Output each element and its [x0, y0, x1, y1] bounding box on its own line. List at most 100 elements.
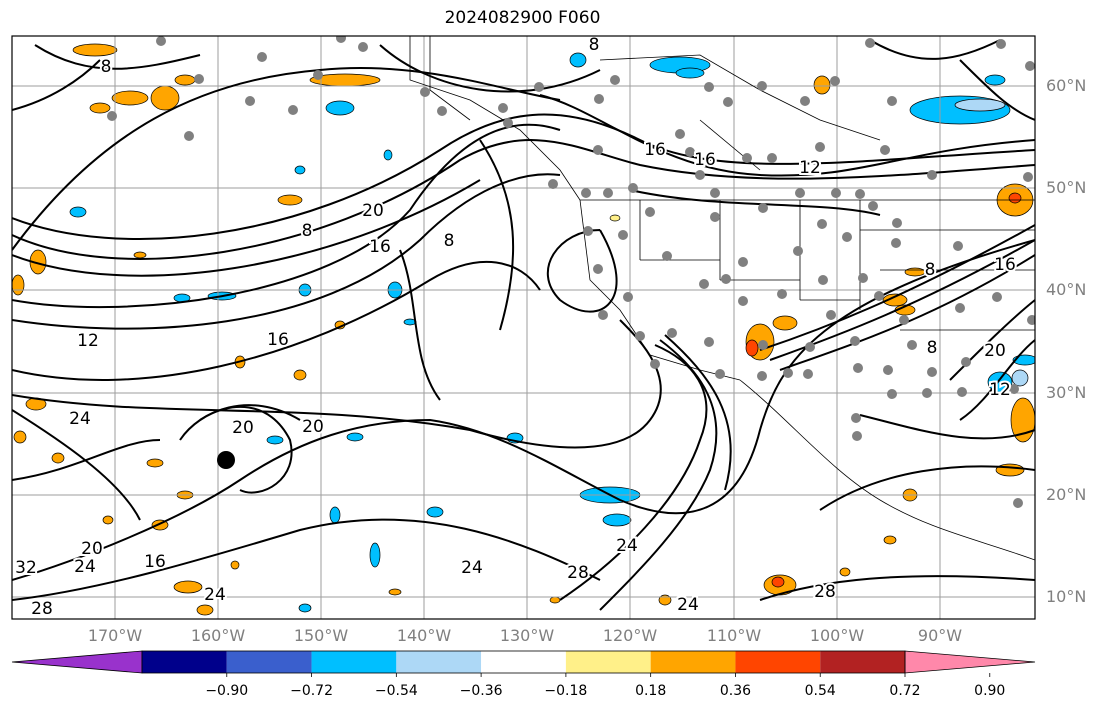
station-dot: [420, 87, 430, 97]
station-dot: [831, 188, 841, 198]
contour-label: 8: [444, 231, 455, 251]
contour-label: 12: [77, 331, 99, 351]
colorbar-low-extension: [11, 650, 143, 674]
station-dot: [826, 310, 836, 320]
colorbar-segment: [311, 651, 397, 673]
station-dot: [927, 170, 937, 180]
station-dot: [194, 74, 204, 84]
station-dot: [887, 389, 897, 399]
colorbar-tick-label: 0.36: [719, 683, 752, 699]
lat-label: 20°N: [1046, 485, 1087, 504]
contour-label: 32: [15, 558, 37, 578]
contour-line: [179, 404, 301, 441]
station-dot: [850, 336, 860, 346]
station-dot: [891, 238, 901, 248]
station-dot: [662, 251, 672, 261]
map-frame: [11, 35, 1036, 620]
contour-line: [546, 229, 618, 313]
contour-label: 20: [362, 201, 384, 221]
contour-line: [12, 179, 481, 277]
contour-line: [959, 59, 1035, 121]
shaded-patch: [745, 339, 759, 357]
station-dot: [922, 388, 932, 398]
shaded-patch: [293, 369, 307, 381]
lon-label: 140°W: [396, 626, 452, 645]
shaded-patch: [1011, 369, 1029, 387]
contour-label: 20: [302, 417, 324, 437]
graticule: [12, 36, 1035, 619]
shaded-patch: [72, 43, 118, 57]
colorbar: [11, 650, 1036, 677]
station-dot: [593, 264, 603, 274]
shaded-patch: [549, 596, 561, 604]
contour-label: 12: [989, 380, 1011, 400]
station-dot: [715, 369, 725, 379]
border-line: [639, 200, 861, 310]
station-dot: [699, 279, 709, 289]
station-dot: [257, 52, 267, 62]
contour-line: [869, 39, 1001, 60]
colorbar-segment: [650, 651, 736, 673]
shaded-patch: [1008, 192, 1022, 204]
contour-label: 8: [925, 260, 936, 280]
contour-line: [12, 173, 561, 330]
station-dot: [594, 94, 604, 104]
station-dot: [742, 153, 752, 163]
shaded-patch: [329, 506, 341, 524]
colorbar-tick-label: −0.36: [459, 683, 503, 699]
contour-label: 16: [369, 237, 391, 257]
contour-line: [539, 94, 1035, 177]
station-dot: [635, 331, 645, 341]
contour-label: 28: [31, 599, 53, 619]
shaded-patch: [89, 102, 111, 114]
station-dot: [503, 118, 513, 128]
shaded-patch: [984, 74, 1006, 86]
contour-line: [959, 339, 1035, 421]
lon-label: 90°W: [917, 626, 963, 645]
station-dot: [548, 179, 558, 189]
contour-line: [379, 44, 601, 93]
contour-line: [399, 249, 441, 401]
shaded-patch: [882, 293, 908, 307]
colorbar-frame: [141, 650, 906, 674]
contour-layer: [12, 39, 1035, 611]
contour-line: [12, 123, 561, 309]
station-dot: [818, 275, 828, 285]
colorbar-segment: [226, 651, 312, 673]
shaded-patch: [904, 267, 926, 277]
contour-label: 24: [677, 595, 699, 615]
shaded-patch: [298, 603, 312, 613]
colorbar-segment: [565, 651, 651, 673]
contour-label: 28: [567, 563, 589, 583]
shaded-patch: [995, 463, 1025, 477]
shaded-patch: [609, 214, 621, 222]
contour-line: [819, 465, 1035, 511]
station-dot: [865, 38, 875, 48]
colorbar-segment: [396, 651, 482, 673]
contour-line: [859, 414, 1035, 440]
colorbar-tick-label: 0.18: [635, 683, 667, 699]
contour-line: [664, 334, 732, 491]
contour-line: [12, 59, 101, 111]
station-dot: [899, 315, 909, 325]
shaded-patch: [569, 52, 587, 68]
map-title: 2024082900 F060: [444, 8, 601, 28]
station-dot: [830, 76, 840, 86]
lon-label: 130°W: [499, 626, 555, 645]
contour-line: [599, 339, 718, 611]
station-dot: [618, 230, 628, 240]
station-dot: [868, 201, 878, 211]
station-dot: [498, 103, 508, 113]
contour-label: 28: [814, 582, 836, 602]
station-dot: [650, 359, 660, 369]
shaded-patch: [277, 194, 303, 206]
station-dot: [955, 303, 965, 313]
storm-center-marker: [217, 451, 235, 469]
border-line: [579, 199, 741, 381]
lon-label: 170°W: [87, 626, 143, 645]
colorbar-segment: [735, 651, 821, 673]
lon-label: 120°W: [602, 626, 658, 645]
shaded-patch: [383, 149, 393, 161]
contour-line: [12, 319, 662, 449]
station-dot: [927, 367, 937, 377]
